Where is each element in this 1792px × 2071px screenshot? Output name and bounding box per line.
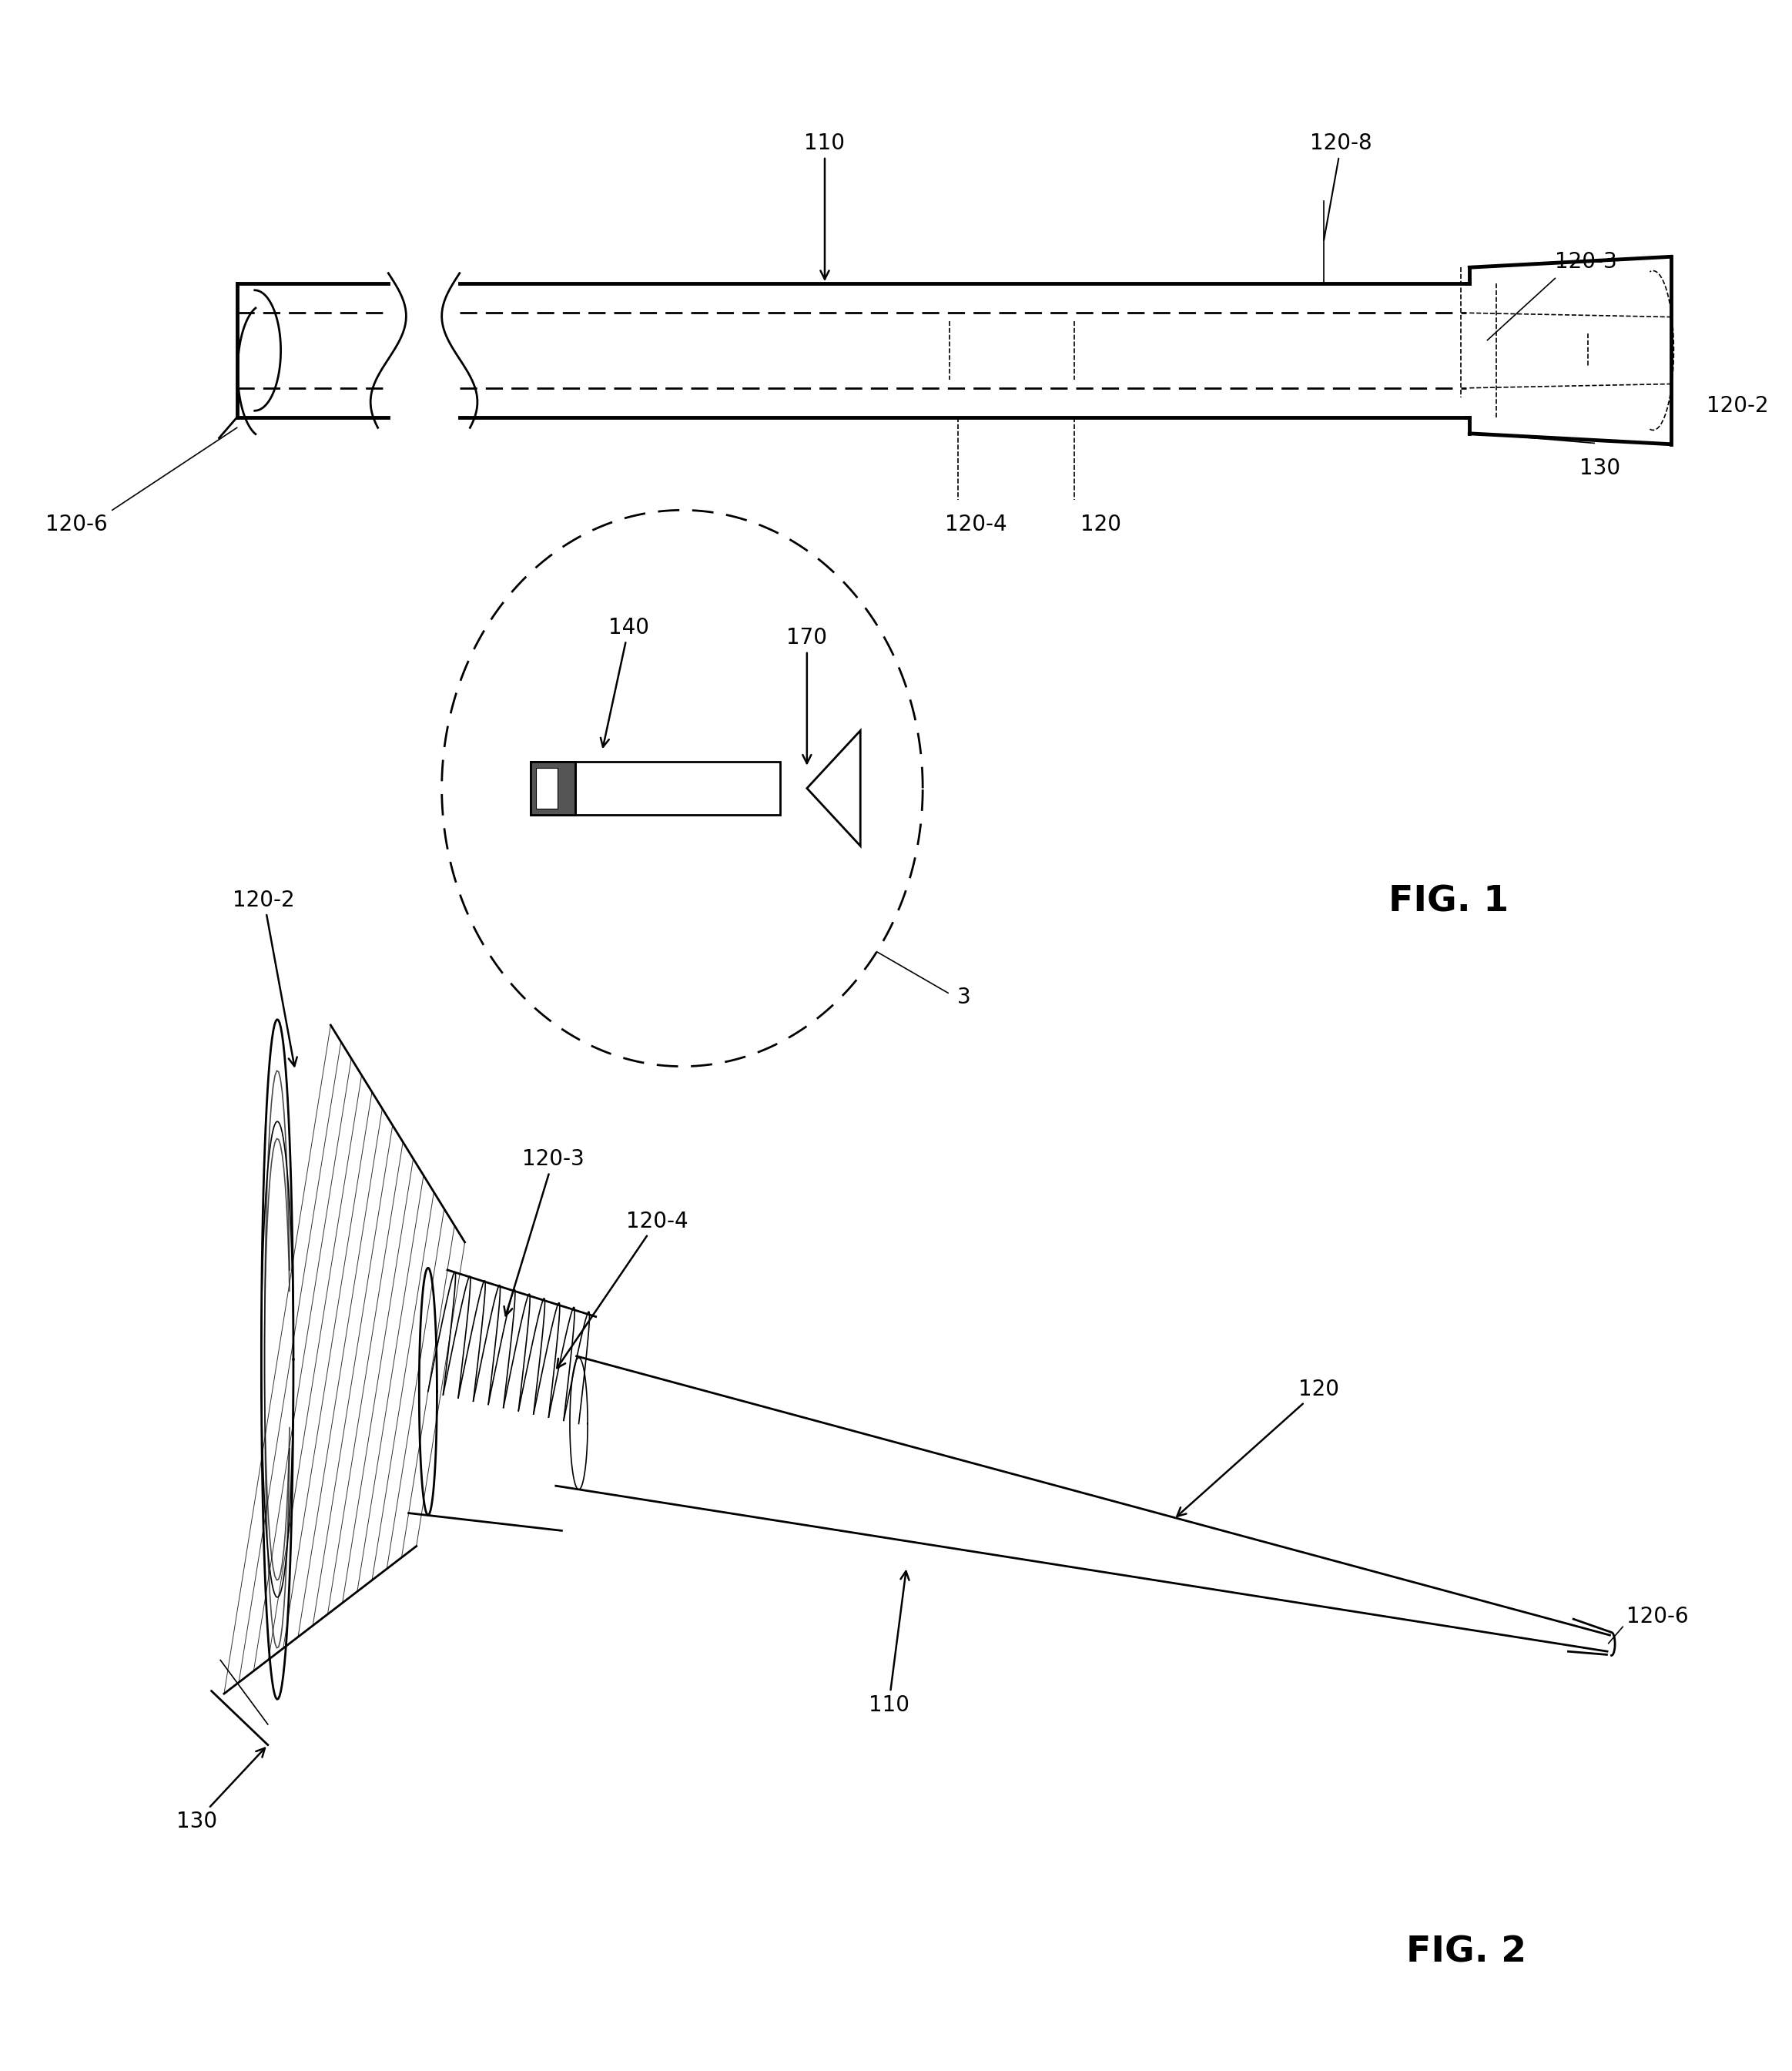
Text: 120-2: 120-2 [233,888,297,1067]
Text: 110: 110 [869,1572,909,1715]
Text: 110: 110 [805,133,846,280]
Text: 120-6: 120-6 [45,514,108,534]
Text: 130: 130 [1579,458,1620,478]
Bar [530,762,575,816]
Text: 120: 120 [1177,1379,1339,1516]
Text: 120-4: 120-4 [944,514,1007,534]
Text: 130: 130 [176,1748,265,1833]
Text: 120-3: 120-3 [1555,251,1616,273]
Text: 120-6: 120-6 [1627,1605,1688,1628]
Polygon shape [806,731,860,845]
Text: 120: 120 [1081,514,1122,534]
Text: 120-2: 120-2 [1706,396,1769,416]
Text: FIG. 2: FIG. 2 [1407,1934,1527,1970]
Text: 120-4: 120-4 [557,1209,688,1369]
Text: 140: 140 [600,617,649,748]
Text: 120-8: 120-8 [1310,133,1373,240]
Text: 120-3: 120-3 [504,1147,584,1315]
Bar [530,762,780,816]
Bar [536,768,557,810]
Text: 3: 3 [957,986,971,1009]
Text: 170: 170 [787,628,828,764]
Text: FIG. 1: FIG. 1 [1389,884,1509,920]
